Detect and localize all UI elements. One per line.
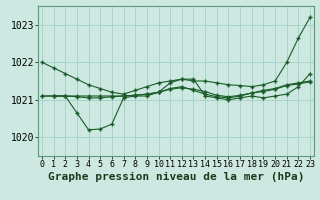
X-axis label: Graphe pression niveau de la mer (hPa): Graphe pression niveau de la mer (hPa) [48,172,304,182]
